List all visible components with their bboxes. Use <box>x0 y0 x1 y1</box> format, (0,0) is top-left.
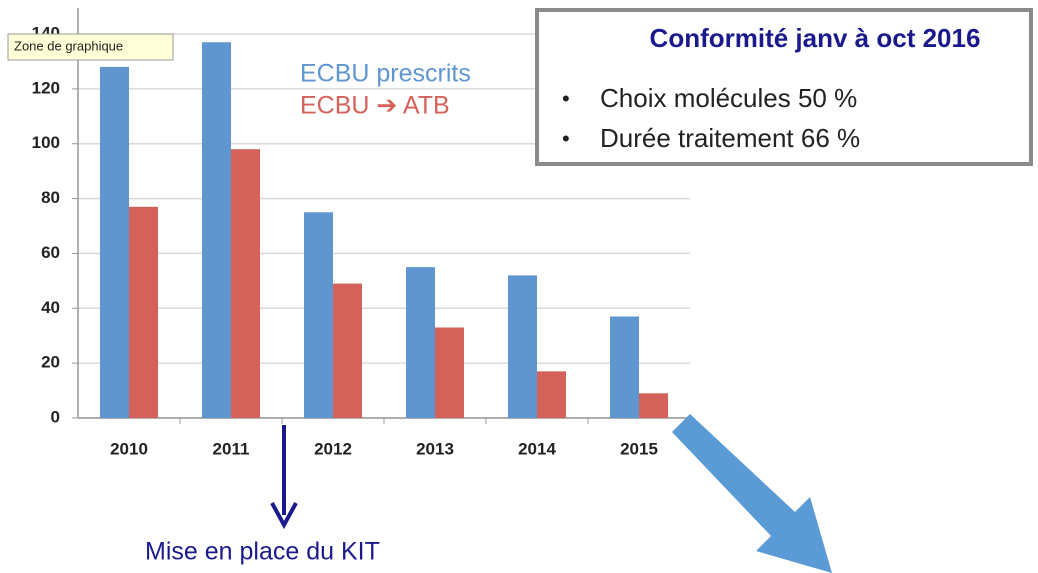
info-box <box>535 8 1033 166</box>
y-tick-label: 0 <box>51 407 60 426</box>
x-tick-label: 2012 <box>314 439 352 458</box>
x-tick-label: 2015 <box>620 439 658 458</box>
bar <box>304 212 333 418</box>
bar <box>202 42 231 418</box>
trend-arrow <box>672 414 832 573</box>
bar <box>610 316 639 418</box>
note: Mise en place du KIT <box>145 538 380 566</box>
y-tick-label: 100 <box>32 133 60 152</box>
bar <box>231 149 260 418</box>
y-tick-label: 80 <box>41 188 60 207</box>
bar <box>435 327 464 418</box>
box-item: Durée traitement 66 % <box>600 123 860 153</box>
box-title: Conformité janv à oct 2016 <box>650 23 981 53</box>
bar <box>100 66 129 419</box>
bullet: • <box>562 86 570 111</box>
bar <box>129 206 158 418</box>
tooltip-box <box>7 33 174 61</box>
y-tick-label: 60 <box>41 243 60 262</box>
tooltip: Zone de graphique <box>14 38 123 53</box>
legend-entry: ECBU ➔ ATB <box>300 92 450 120</box>
kit-arrow-head <box>270 502 298 530</box>
bullet: • <box>562 126 570 151</box>
bar <box>537 371 566 418</box>
x-tick-label: 2014 <box>518 439 556 458</box>
x-tick-label: 2011 <box>213 439 250 458</box>
y-tick-label: 40 <box>41 298 60 317</box>
bar <box>508 275 537 418</box>
bar <box>333 283 362 418</box>
x-tick-label: 2013 <box>416 439 454 458</box>
bar <box>639 393 668 418</box>
y-tick-label: 120 <box>32 78 60 97</box>
legend-entry: ECBU prescrits <box>300 60 471 88</box>
y-tick-label: 20 <box>41 353 60 372</box>
box-item: Choix molécules 50 % <box>600 83 857 113</box>
x-tick-label: 2010 <box>110 439 148 458</box>
bar <box>406 267 435 418</box>
